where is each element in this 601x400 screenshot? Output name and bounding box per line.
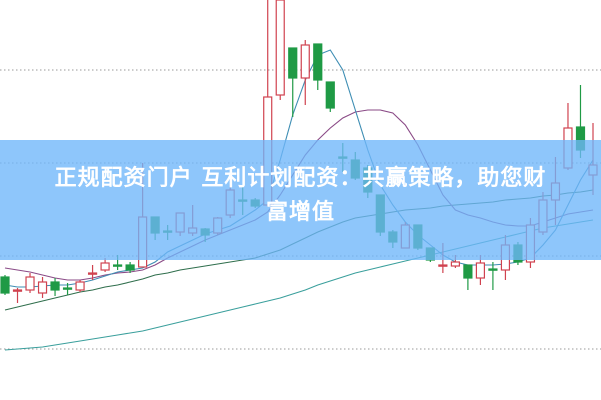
candle-up [100,262,110,271]
candle-down [288,47,298,79]
candle-up [475,262,486,279]
banner-text: 正规配资门户 互利计划配资：共赢策略，助您财 富增值 [0,162,601,230]
candle-up [37,281,48,294]
ma5-line [4,49,594,288]
candle-down [313,43,323,81]
candle-up [87,272,98,275]
candle-down [125,264,135,271]
candle-up [300,44,310,79]
candle-down [325,81,335,109]
candle-up [275,0,285,96]
candle-down [463,264,473,279]
candle-down [0,276,10,294]
banner-line-1: 正规配资门户 互利计划配资：共赢策略，助您财 [54,166,547,191]
candle-down [50,281,60,291]
candle-down [62,287,73,290]
candle-up [450,261,460,267]
banner-line-2: 富增值 [265,200,335,225]
candle-up [438,264,448,267]
candle-up [12,289,23,292]
candle-down [488,268,498,271]
candle-up [25,276,35,291]
candle-up [75,281,85,291]
candle-down [112,264,123,267]
title-banner [0,140,601,260]
